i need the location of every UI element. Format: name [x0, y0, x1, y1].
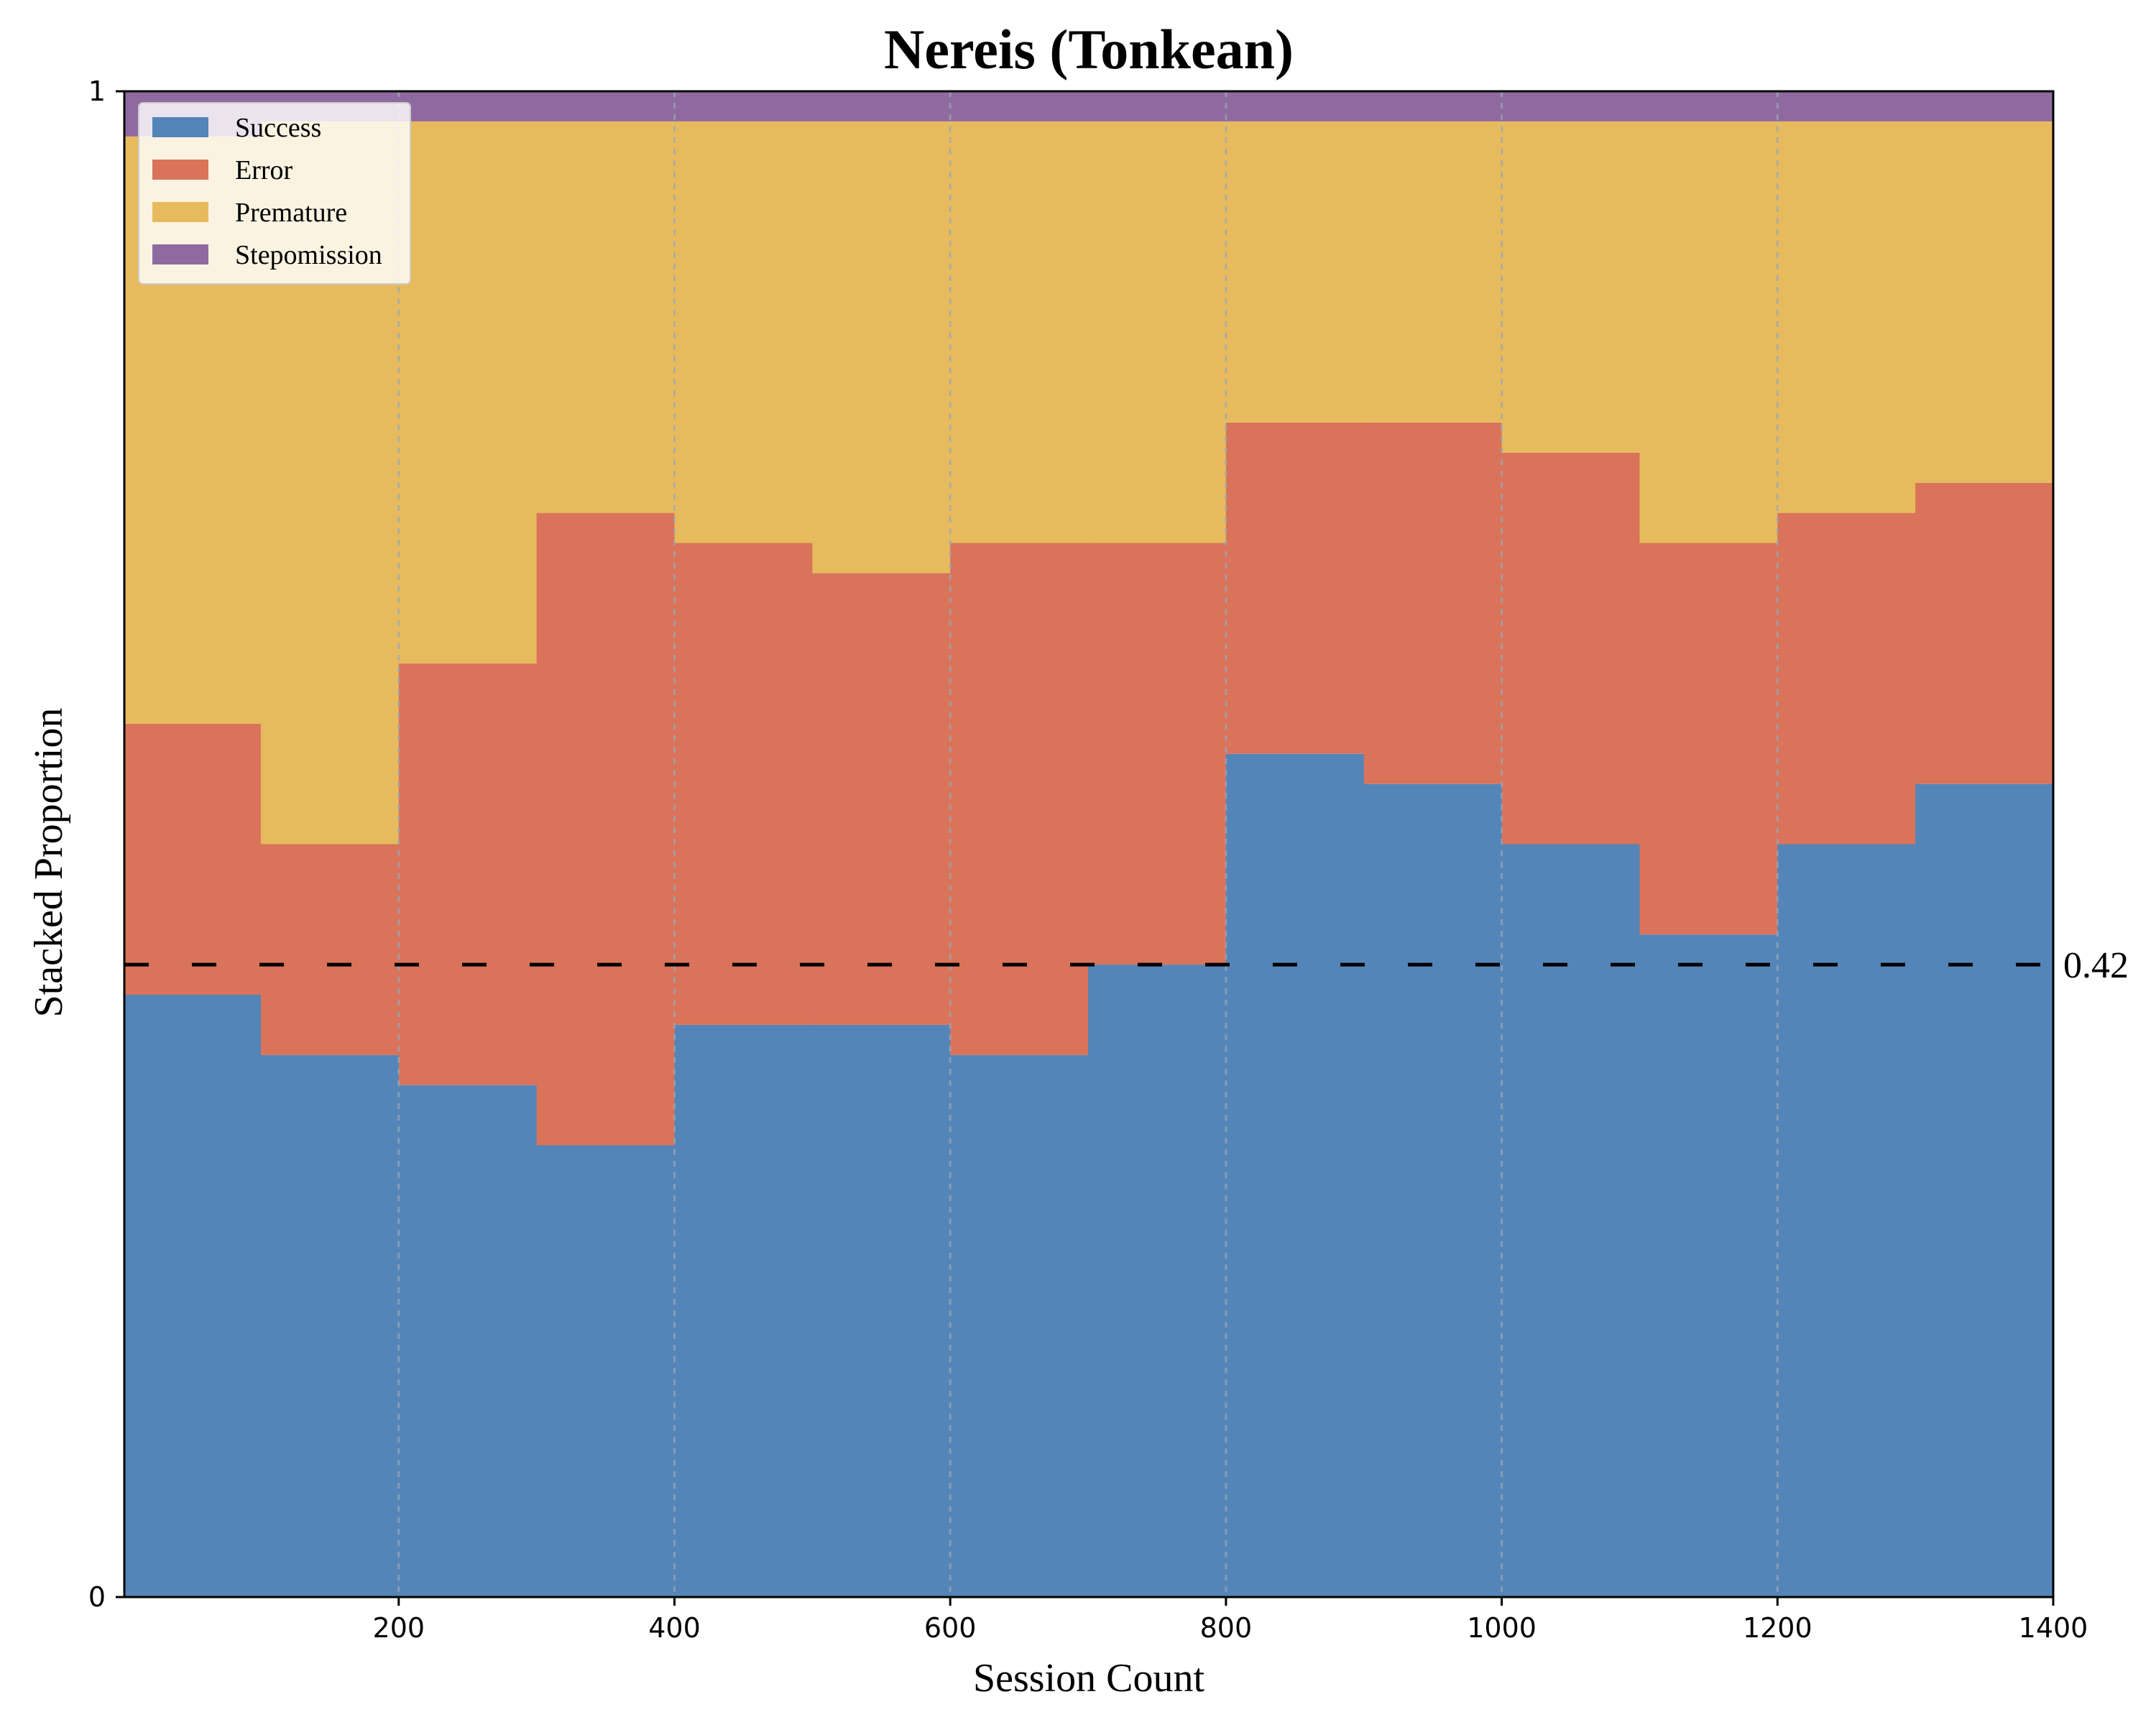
- x-tick-label-2: 600: [924, 1612, 977, 1644]
- area-segment-success-7: [1088, 965, 1227, 1597]
- legend-swatch-3: [152, 244, 208, 264]
- area-segment-premature-13: [1915, 121, 2054, 483]
- area-segment-error-9: [1363, 422, 1503, 784]
- area-segment-success-9: [1363, 783, 1503, 1597]
- reference-line-label: 0.42: [2063, 945, 2129, 986]
- plot-frame: [123, 90, 2055, 1598]
- area-segment-premature-6: [950, 121, 1089, 543]
- area-segment-premature-8: [1225, 121, 1365, 423]
- area-segment-error-13: [1915, 482, 2054, 784]
- area-segment-stepomission-7: [1088, 91, 1227, 121]
- area-segment-error-0: [124, 723, 262, 995]
- legend-label-3: Stepomission: [235, 240, 382, 270]
- area-segment-success-6: [950, 1054, 1089, 1597]
- legend-label-1: Error: [235, 155, 293, 185]
- area-segment-success-3: [536, 1145, 675, 1597]
- area-segment-stepomission-4: [674, 91, 813, 121]
- legend-swatch-2: [152, 202, 208, 222]
- area-segment-error-4: [674, 543, 813, 1025]
- area-segment-premature-3: [536, 121, 675, 513]
- legend-label-0: Success: [235, 113, 321, 143]
- vertical-gridlines: [397, 91, 1779, 1597]
- area-segment-stepomission-13: [1915, 91, 2054, 121]
- area-segment-success-2: [398, 1085, 538, 1597]
- stacked-areas: [124, 91, 2054, 1597]
- area-segment-stepomission-9: [1363, 91, 1503, 121]
- area-segment-success-13: [1915, 783, 2054, 1597]
- chart-title: Nereis (Tonkean): [884, 18, 1294, 80]
- x-tick-label-6: 1400: [2019, 1612, 2088, 1644]
- area-segment-success-11: [1639, 934, 1778, 1597]
- area-segment-success-0: [124, 995, 262, 1597]
- area-segment-success-4: [674, 1024, 813, 1597]
- area-segment-premature-10: [1501, 121, 1640, 453]
- area-segment-premature-11: [1639, 121, 1778, 543]
- area-segment-premature-2: [398, 121, 538, 664]
- area-segment-stepomission-5: [812, 91, 951, 121]
- area-segment-error-10: [1501, 452, 1640, 845]
- x-axis-label: Session Count: [973, 1656, 1204, 1701]
- area-segment-premature-4: [674, 121, 813, 543]
- area-segment-error-8: [1225, 422, 1365, 754]
- area-segment-success-1: [260, 1054, 400, 1597]
- legend-label-2: Premature: [235, 198, 347, 228]
- area-segment-error-6: [950, 543, 1089, 1055]
- area-segment-error-2: [398, 663, 538, 1085]
- area-segment-stepomission-2: [398, 91, 538, 121]
- area-segment-error-11: [1639, 543, 1778, 935]
- y-tick-label-0: 0: [88, 1581, 106, 1613]
- area-segment-error-5: [812, 573, 951, 1025]
- area-segment-error-1: [260, 844, 400, 1055]
- x-tick-label-3: 800: [1200, 1612, 1253, 1644]
- legend-swatch-1: [152, 160, 208, 180]
- area-segment-premature-5: [812, 121, 951, 574]
- x-axis-ticks: 200 400 600 800 1000 1200 1400: [373, 1597, 2088, 1644]
- y-axis-ticks: 01: [88, 75, 124, 1613]
- x-tick-label-0: 200: [373, 1612, 425, 1644]
- area-segment-error-7: [1088, 543, 1227, 965]
- area-segment-stepomission-12: [1777, 91, 1916, 121]
- area-segment-premature-7: [1088, 121, 1227, 543]
- area-segment-stepomission-6: [950, 91, 1089, 121]
- x-tick-label-4: 1000: [1467, 1612, 1537, 1644]
- x-tick-label-5: 1200: [1743, 1612, 1812, 1644]
- y-axis-label: Stacked Proportion: [27, 708, 71, 1018]
- area-segment-success-8: [1225, 753, 1365, 1597]
- area-segment-premature-12: [1777, 121, 1916, 513]
- legend-swatch-0: [152, 117, 208, 137]
- area-segment-success-5: [812, 1024, 951, 1597]
- area-segment-success-10: [1501, 844, 1640, 1597]
- area-segment-premature-9: [1363, 121, 1503, 423]
- area-segment-stepomission-3: [536, 91, 675, 121]
- area-segment-stepomission-10: [1501, 91, 1640, 121]
- legend-box: [138, 102, 411, 285]
- area-segment-stepomission-11: [1639, 91, 1778, 121]
- y-tick-label-1: 1: [88, 75, 106, 107]
- x-tick-label-1: 400: [648, 1612, 701, 1644]
- area-segment-error-3: [536, 512, 675, 1146]
- legend: Success Error Premature Stepomission: [138, 102, 411, 285]
- area-segment-stepomission-8: [1225, 91, 1365, 121]
- area-segment-error-12: [1777, 512, 1916, 845]
- area-segment-success-12: [1777, 844, 1916, 1597]
